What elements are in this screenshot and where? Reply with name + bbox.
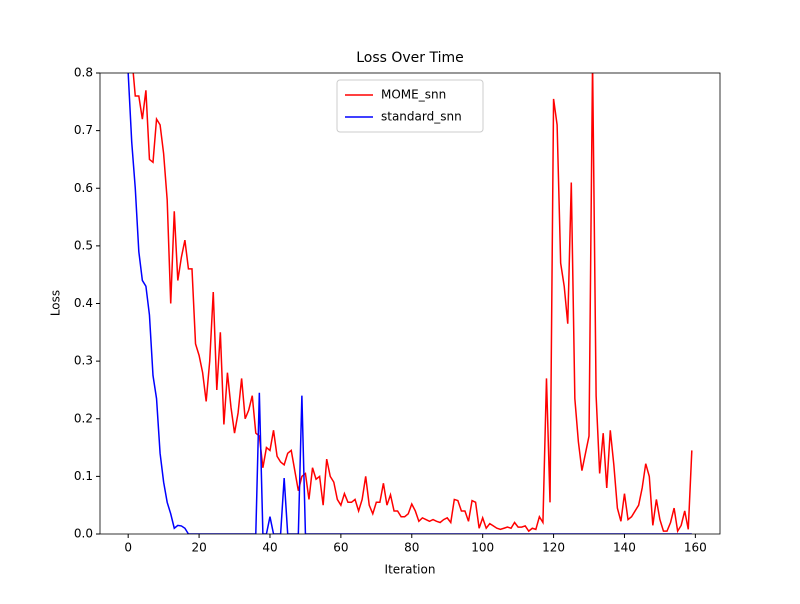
y-tick-label: 0.3 bbox=[74, 354, 93, 368]
axes-frame bbox=[99, 72, 721, 535]
legend: MOME_snn standard_snn bbox=[336, 79, 484, 133]
y-axis-label: Loss bbox=[49, 290, 63, 316]
x-tick-label: 120 bbox=[542, 541, 565, 555]
x-tick-label: 60 bbox=[333, 541, 348, 555]
legend-label: standard_snn bbox=[381, 110, 462, 124]
x-tick-label: 100 bbox=[471, 541, 494, 555]
x-tick-label: 140 bbox=[613, 541, 636, 555]
y-tick-label: 0.7 bbox=[74, 123, 93, 137]
x-tick-label: 160 bbox=[684, 541, 707, 555]
plot-area bbox=[127, 73, 693, 534]
legend-box bbox=[336, 79, 484, 133]
y-tick-label: 0.0 bbox=[74, 527, 93, 541]
x-tick-label: 0 bbox=[124, 541, 132, 555]
legend-label: MOME_snn bbox=[381, 88, 446, 102]
line-series bbox=[132, 73, 693, 534]
x-axis-label: Iteration bbox=[385, 563, 436, 577]
y-tick-label: 0.8 bbox=[74, 66, 93, 80]
y-tick-label: 0.6 bbox=[74, 181, 93, 195]
x-tick-label: 40 bbox=[262, 541, 277, 555]
y-tick-label: 0.2 bbox=[74, 411, 93, 425]
chart-title: Loss Over Time bbox=[356, 50, 464, 66]
y-tick-label: 0.5 bbox=[74, 238, 93, 252]
x-tick-label: 20 bbox=[191, 541, 206, 555]
y-tick-label: 0.4 bbox=[74, 296, 93, 310]
x-tick-label: 80 bbox=[404, 541, 419, 555]
y-tick-label: 0.1 bbox=[74, 469, 93, 483]
